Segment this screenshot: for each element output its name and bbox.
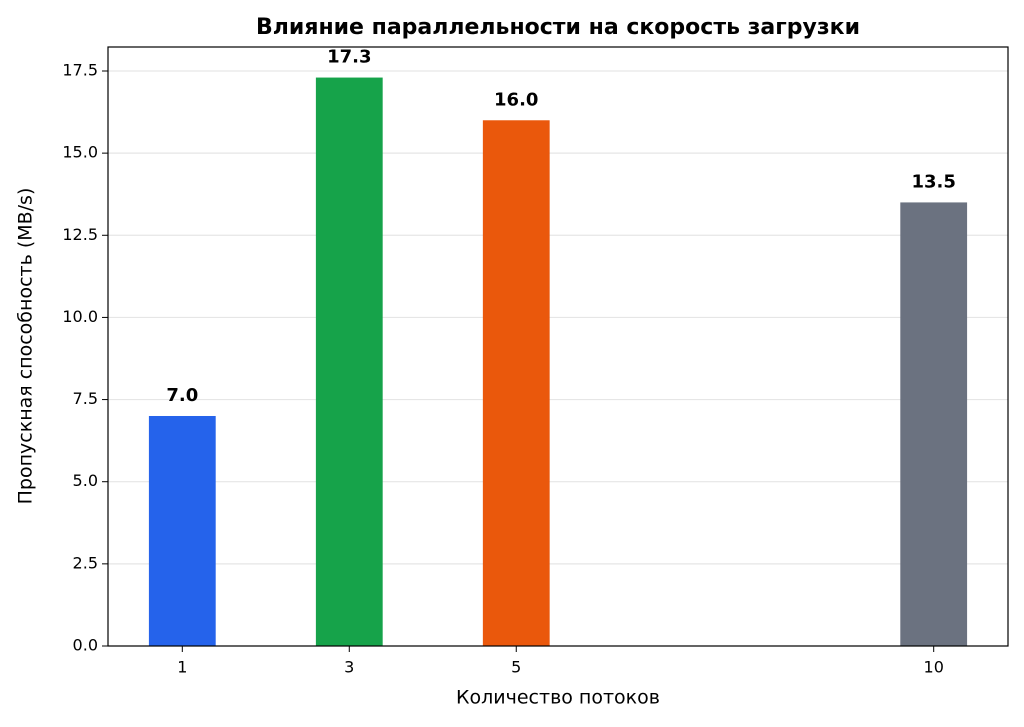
value-label: 7.0 xyxy=(166,385,198,406)
value-label: 17.3 xyxy=(327,47,371,68)
y-axis-label: Пропускная способность (MB/s) xyxy=(15,188,37,505)
x-tick-label: 10 xyxy=(924,658,944,677)
bar xyxy=(315,77,383,647)
bar xyxy=(900,202,968,646)
y-tick-label: 10.0 xyxy=(62,307,98,326)
x-tick-label: 1 xyxy=(177,658,187,677)
value-label: 13.5 xyxy=(911,171,955,192)
x-tick-label: 3 xyxy=(344,658,354,677)
y-tick-label: 15.0 xyxy=(62,143,98,162)
x-axis-label: Количество потоков xyxy=(456,687,660,709)
y-tick-label: 7.5 xyxy=(73,389,98,408)
bar xyxy=(148,415,216,646)
value-label: 16.0 xyxy=(494,89,538,110)
plot-frame xyxy=(107,46,1009,647)
chart-title: Влияние параллельности на скорость загру… xyxy=(256,15,860,40)
x-tick-label: 5 xyxy=(511,658,521,677)
y-tick-label: 0.0 xyxy=(73,636,98,655)
y-tick-label: 17.5 xyxy=(62,60,98,79)
bar xyxy=(482,120,550,646)
y-tick-label: 5.0 xyxy=(73,471,98,490)
y-tick-label: 12.5 xyxy=(62,225,98,244)
y-tick-label: 2.5 xyxy=(73,553,98,572)
